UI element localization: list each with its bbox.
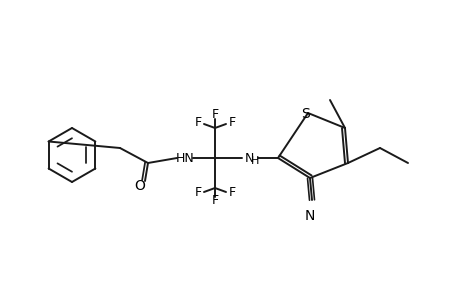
Text: F: F	[228, 187, 235, 200]
Text: F: F	[211, 109, 218, 122]
Text: O: O	[134, 179, 145, 193]
Text: F: F	[194, 187, 201, 200]
Text: N: N	[244, 152, 253, 164]
Text: S: S	[301, 107, 310, 121]
Text: H: H	[250, 156, 258, 166]
Text: HN: HN	[175, 152, 194, 164]
Text: F: F	[194, 116, 201, 130]
Text: F: F	[228, 116, 235, 130]
Text: F: F	[211, 194, 218, 208]
Text: N: N	[304, 209, 314, 223]
